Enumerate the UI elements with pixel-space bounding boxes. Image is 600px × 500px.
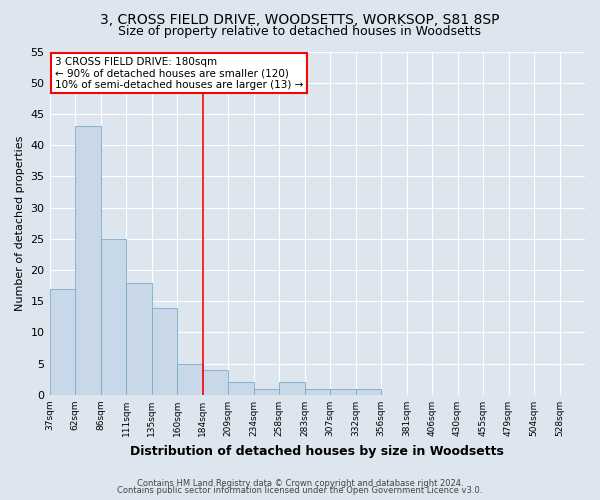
Text: Contains public sector information licensed under the Open Government Licence v3: Contains public sector information licen… <box>118 486 482 495</box>
Bar <box>356 388 381 395</box>
Text: 3, CROSS FIELD DRIVE, WOODSETTS, WORKSOP, S81 8SP: 3, CROSS FIELD DRIVE, WOODSETTS, WORKSOP… <box>100 12 500 26</box>
Bar <box>254 388 279 395</box>
Bar <box>126 282 152 395</box>
Y-axis label: Number of detached properties: Number of detached properties <box>15 136 25 311</box>
Text: Size of property relative to detached houses in Woodsetts: Size of property relative to detached ho… <box>119 25 482 38</box>
X-axis label: Distribution of detached houses by size in Woodsetts: Distribution of detached houses by size … <box>130 444 504 458</box>
Bar <box>75 126 101 395</box>
Bar <box>177 364 203 395</box>
Bar <box>279 382 305 395</box>
Bar <box>203 370 228 395</box>
Text: 3 CROSS FIELD DRIVE: 180sqm
← 90% of detached houses are smaller (120)
10% of se: 3 CROSS FIELD DRIVE: 180sqm ← 90% of det… <box>55 56 303 90</box>
Bar <box>305 388 330 395</box>
Bar <box>50 289 75 395</box>
Text: Contains HM Land Registry data © Crown copyright and database right 2024.: Contains HM Land Registry data © Crown c… <box>137 478 463 488</box>
Bar <box>101 239 126 395</box>
Bar <box>152 308 177 395</box>
Bar <box>330 388 356 395</box>
Bar <box>228 382 254 395</box>
